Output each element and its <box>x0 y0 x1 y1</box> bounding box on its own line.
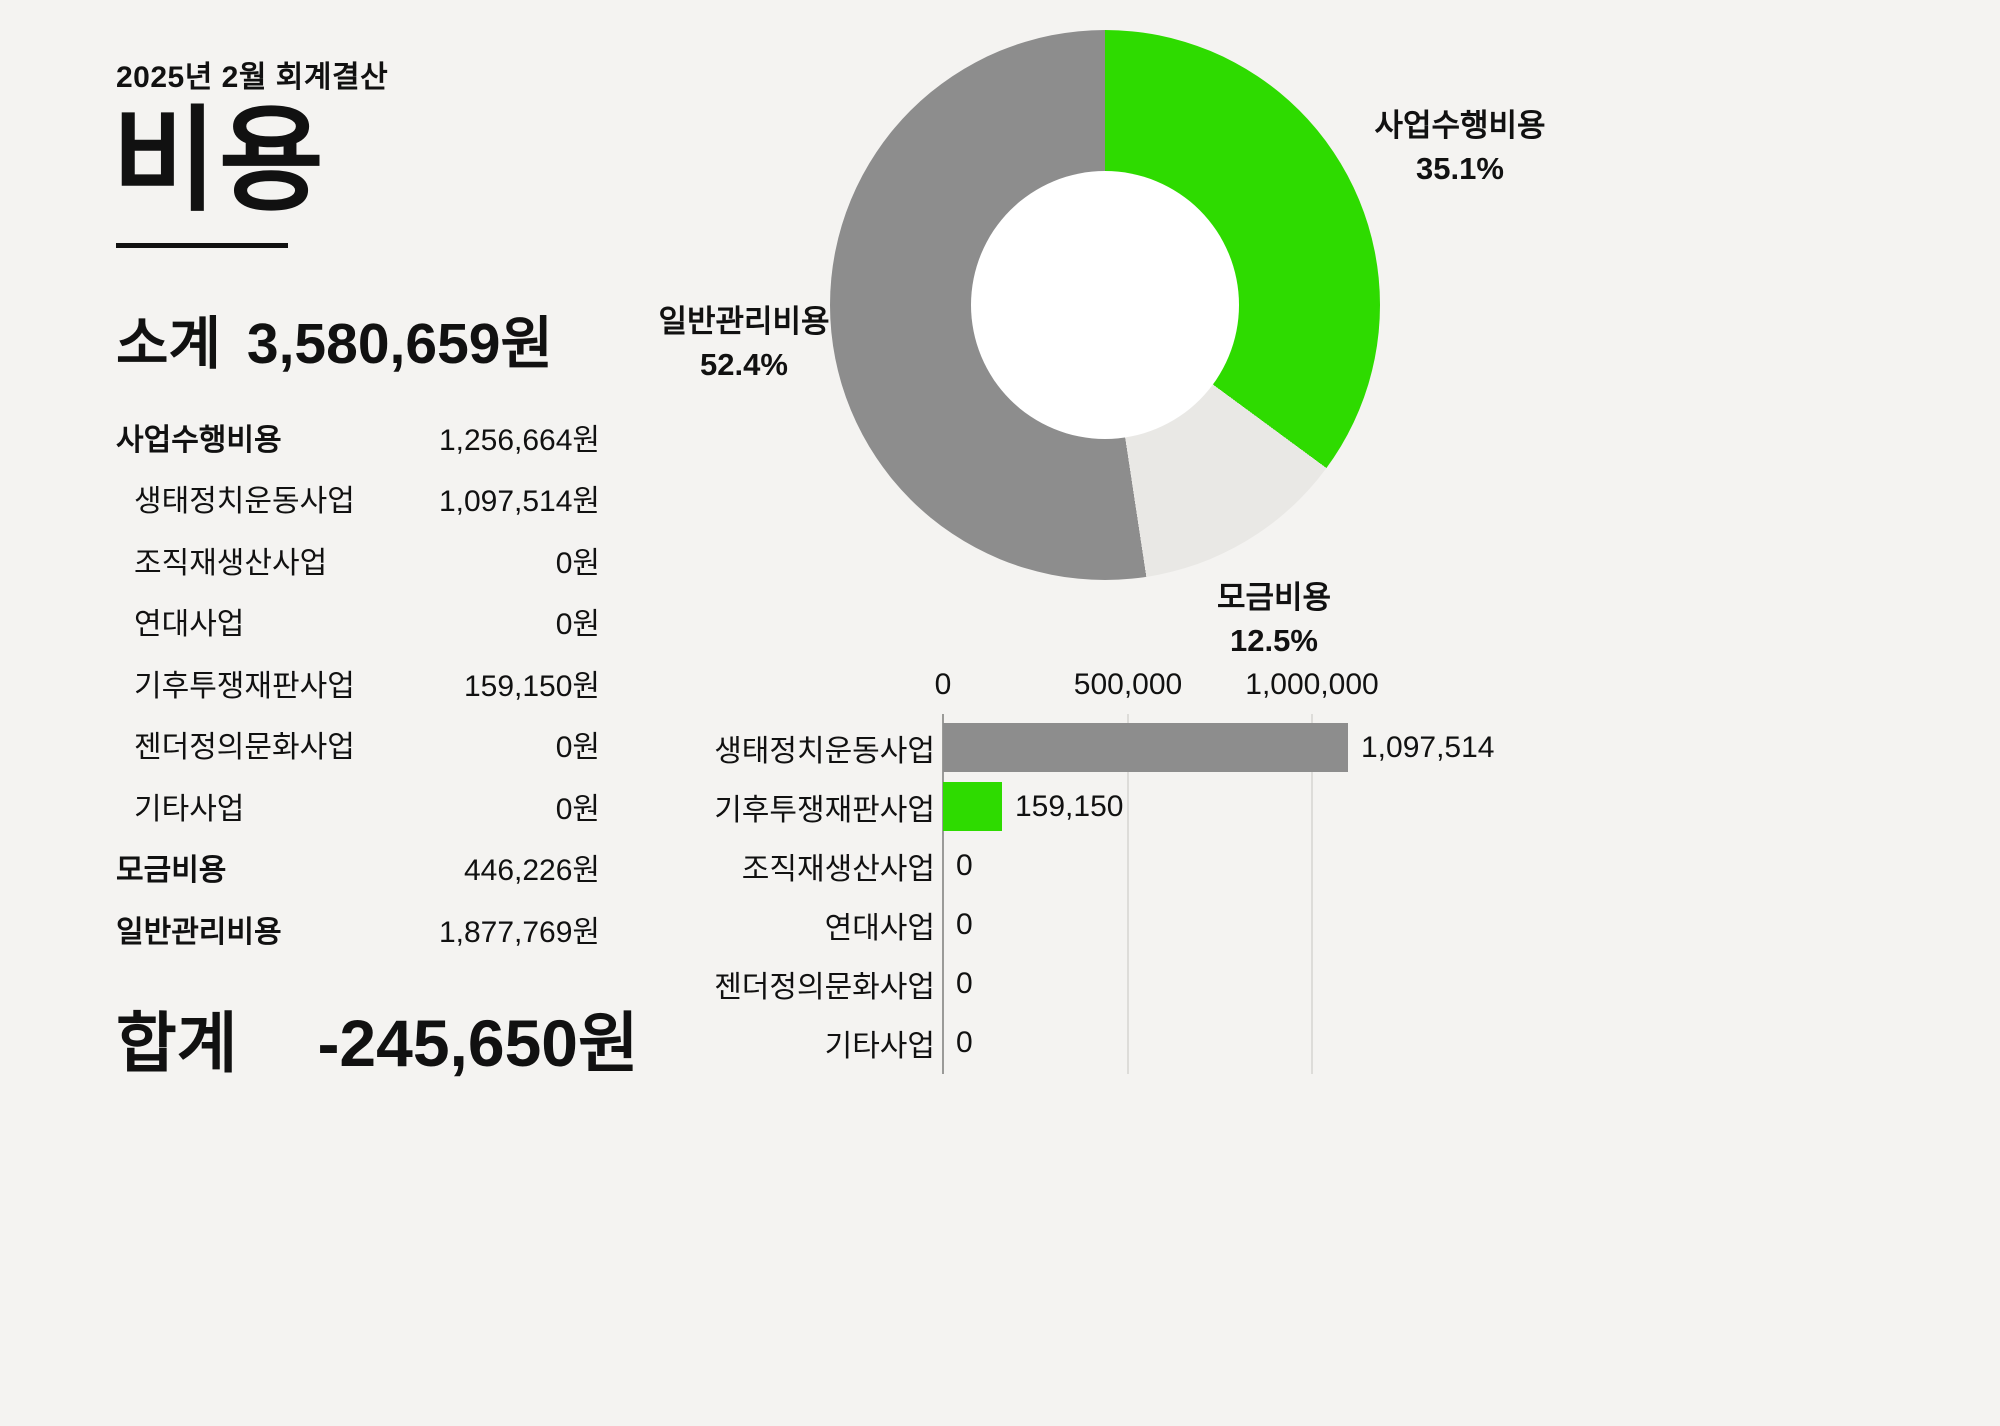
donut-hole <box>971 171 1239 439</box>
expense-value: 0원 <box>555 792 600 826</box>
expense-value: 446,226원 <box>463 854 600 888</box>
gridline-1m <box>1311 714 1313 1074</box>
expense-row: 연대사업 0원 <box>116 591 600 653</box>
expense-label: 기타사업 <box>134 792 245 826</box>
bar-rows: 생태정치운동사업 1,097,514 기후투쟁재판사업 159,150 조직재생산사업 0… <box>710 718 1520 1072</box>
donut-label-admin-costs: 일반관리비용 52.4% <box>632 300 856 387</box>
bar-row: 젠더정의문화사업 0 <box>710 954 1520 1013</box>
bar-value: 0 <box>956 966 973 1000</box>
bar <box>943 782 1002 831</box>
expense-row: 기후투쟁재판사업 159,150원 <box>116 652 600 714</box>
subtotal-label: 소계 <box>116 312 221 376</box>
page-title: 비용 <box>112 98 326 225</box>
donut-label-fundraising-costs: 모금비용 12.5% <box>1176 576 1372 663</box>
expense-value: 0원 <box>555 608 600 642</box>
expense-row: 젠더정의문화사업 0원 <box>116 714 600 776</box>
bar-row: 연대사업 0 <box>710 895 1520 954</box>
expense-row: 일반관리비용 1,877,769원 <box>116 898 600 960</box>
total: 합계 -245,650원 <box>116 990 639 1086</box>
gridline-500k <box>1127 714 1129 1074</box>
axis-tick-0: 0 <box>934 668 952 701</box>
bar-value: 0 <box>956 907 973 941</box>
bar-row-label: 생태정치운동사업 <box>714 734 935 768</box>
bar-row: 조직재생산사업 0 <box>710 836 1520 895</box>
total-value: -245,650원 <box>317 1006 639 1080</box>
donut-label-program-pct: 35.1% <box>1416 151 1504 187</box>
expense-label: 일반관리비용 <box>116 915 282 949</box>
donut-label-admin-pct: 52.4% <box>700 347 788 383</box>
bar-chart-axis: 0 500,000 1,000,000 <box>710 668 1520 704</box>
expense-value: 159,150원 <box>463 669 600 703</box>
donut-label-program-costs: 사업수행비용 35.1% <box>1345 104 1575 191</box>
expense-row: 생태정치운동사업 1,097,514원 <box>116 468 600 530</box>
donut-label-fundraising-name: 모금비용 <box>1216 580 1332 615</box>
expense-value: 1,097,514원 <box>438 485 600 519</box>
bar-chart: 0 500,000 1,000,000 생태정치운동사업 1,097,514 기후투… <box>710 660 1520 1076</box>
bar-row-label: 젠더정의문화사업 <box>714 970 935 1004</box>
donut-label-admin-name: 일반관리비용 <box>658 304 830 339</box>
bar-value: 0 <box>956 848 973 882</box>
bar-row-label: 조직재생산사업 <box>741 852 935 886</box>
expense-value: 0원 <box>555 546 600 580</box>
total-label: 합계 <box>116 1006 238 1080</box>
expense-label: 기후투쟁재판사업 <box>134 669 355 703</box>
axis-tick-1m: 1,000,000 <box>1245 668 1379 701</box>
bar-row: 기후투쟁재판사업 159,150 <box>710 777 1520 836</box>
expense-label: 모금비용 <box>116 854 227 888</box>
donut-label-program-name: 사업수행비용 <box>1374 108 1546 143</box>
axis-tick-500k: 500,000 <box>1073 668 1183 701</box>
bar <box>943 723 1348 772</box>
expense-label: 사업수행비용 <box>116 423 282 457</box>
bar-value: 1,097,514 <box>1361 730 1495 764</box>
title-underline <box>116 243 288 248</box>
expense-value: 1,256,664원 <box>438 423 600 457</box>
expense-label: 연대사업 <box>134 608 245 642</box>
expense-row: 조직재생산사업 0원 <box>116 529 600 591</box>
expense-label: 생태정치운동사업 <box>134 485 355 519</box>
expense-value: 1,877,769원 <box>438 915 600 949</box>
gridline-0 <box>942 714 944 1074</box>
expense-label: 조직재생산사업 <box>134 546 328 580</box>
expense-value: 0원 <box>555 731 600 765</box>
bar-row: 기타사업 0 <box>710 1013 1520 1072</box>
subtotal: 소계 3,580,659원 <box>116 298 553 380</box>
bar-value: 0 <box>956 1025 973 1059</box>
expense-row: 기타사업 0원 <box>116 775 600 837</box>
expense-label: 젠더정의문화사업 <box>134 731 355 765</box>
bar-row-label: 기후투쟁재판사업 <box>714 793 935 827</box>
bar-value: 159,150 <box>1015 789 1124 823</box>
bar-row: 생태정치운동사업 1,097,514 <box>710 718 1520 777</box>
report-date: 2025년 2월 회계결산 <box>116 61 389 94</box>
expense-row: 사업수행비용 1,256,664원 <box>116 406 600 468</box>
expense-row: 모금비용 446,226원 <box>116 837 600 899</box>
donut-label-fundraising-pct: 12.5% <box>1230 623 1318 659</box>
subtotal-value: 3,580,659원 <box>246 312 553 376</box>
bar-row-label: 기타사업 <box>824 1029 935 1063</box>
bar-row-label: 연대사업 <box>824 911 935 945</box>
